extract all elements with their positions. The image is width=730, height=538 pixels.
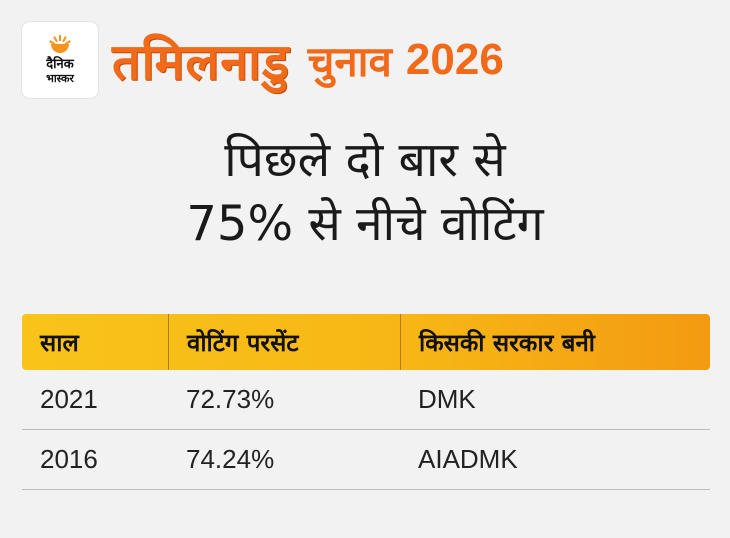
- banner-state-name: तमिलनाडु: [112, 32, 290, 91]
- header-voting-percent: वोटिंग परसेंट: [168, 314, 400, 370]
- cell-year: 2021: [40, 384, 98, 414]
- banner-year: 2026: [405, 35, 504, 84]
- banner-election-word: चुनाव: [307, 36, 392, 86]
- title-line2: 75% से नीचे वोटिंग: [186, 196, 544, 252]
- cell-voting-percent: 74.24%: [186, 444, 275, 474]
- table-header-row: साल वोटिंग परसेंट किसकी सरकार बनी: [22, 314, 710, 370]
- cell-year: 2016: [40, 444, 98, 474]
- table-row: 2021 72.73% DMK: [22, 370, 710, 430]
- election-banner: तमिलनाडु चुनाव 2026: [112, 20, 672, 100]
- logo-text-line2: भास्कर: [46, 72, 74, 85]
- cell-voting-percent: 72.73%: [186, 384, 275, 414]
- title-line1: पिछले दो बार से: [224, 132, 506, 188]
- cell-party: AIADMK: [418, 444, 518, 474]
- cell-party: DMK: [418, 384, 476, 414]
- page-title: पिछले दो बार से 75% से नीचे वोटिंग: [0, 128, 730, 256]
- sun-icon: [49, 35, 71, 53]
- header-year: साल: [40, 328, 79, 357]
- dainik-bhaskar-logo: दैनिक भास्कर: [22, 22, 98, 98]
- table-row: 2016 74.24% AIADMK: [22, 430, 710, 490]
- header-government-formed: किसकी सरकार बनी: [400, 314, 710, 370]
- voting-table: साल वोटिंग परसेंट किसकी सरकार बनी 2021 7…: [22, 314, 710, 490]
- logo-text-line1: दैनिक: [46, 57, 74, 72]
